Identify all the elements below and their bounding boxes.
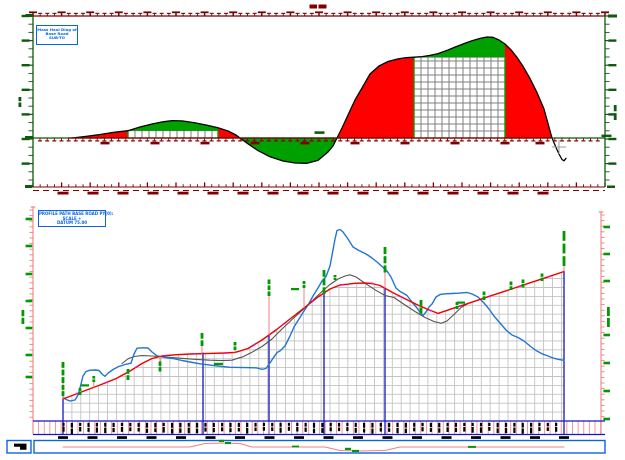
mass-haul-bottom-axis — [32, 182, 606, 195]
profile-title-box[interactable]: PROFILE PATH BASE ROAD PY(0): SCALE + DA… — [38, 210, 114, 227]
sheet-legend-box — [6, 439, 32, 454]
profile-right-axis — [598, 211, 610, 435]
mass-haul-zero-line — [33, 137, 605, 145]
profile-design-line — [62, 270, 565, 400]
mass-haul-title-line1: Mass Haul Diag of — [37, 26, 77, 32]
profile-design-points — [76, 275, 550, 395]
mass-haul-balance-bands — [127, 37, 506, 139]
profile-point-labels — [61, 231, 566, 399]
profile-station-band — [33, 420, 605, 439]
profile-title-line2: SCALE + — [62, 215, 82, 221]
mass-haul-top-axis — [29, 4, 609, 17]
mass-haul-left-axis — [21, 14, 34, 187]
profile-title-line3: DATUM 75.00 — [56, 220, 88, 226]
mass-haul-title-line2: Base Road — [45, 30, 69, 36]
mass-haul-right-axis — [604, 14, 617, 187]
mass-haul-curve — [71, 36, 567, 164]
mass-haul-fills — [72, 44, 552, 164]
profile-title-line1: PROFILE PATH BASE ROAD PY(0): — [39, 211, 114, 216]
mass-haul-axis-labels — [18, 14, 617, 188]
mass-haul-end-marker — [552, 140, 566, 154]
profile-grid-hatch — [63, 271, 564, 421]
profile-left-axis — [21, 206, 610, 435]
mass-haul-diagram — [18, 4, 617, 195]
mass-haul-title-line3: SUB-TO — [49, 35, 65, 41]
mass-haul-title-box[interactable]: Mass Haul Diag of Base Road SUB-TO — [36, 25, 78, 45]
profile-ground-line — [62, 228, 565, 402]
profile-alignment-band — [33, 439, 606, 454]
profile-chart — [6, 206, 610, 454]
